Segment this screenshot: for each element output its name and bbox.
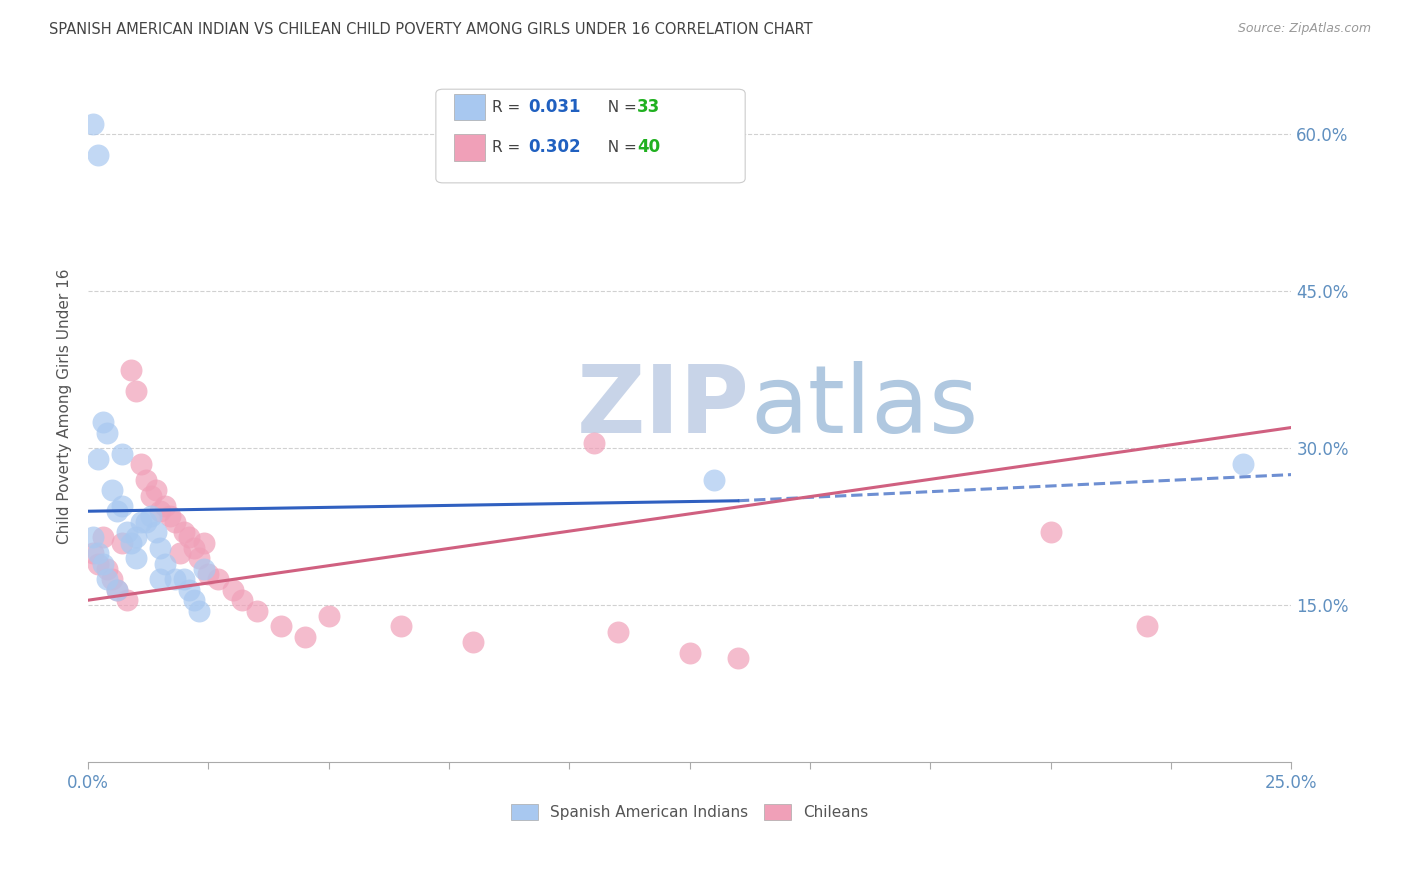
Point [159, 509, 181, 524]
Text: ZIP: ZIP [576, 360, 749, 452]
Point [163, 572, 186, 586]
Point [727, 650, 749, 665]
Point [679, 646, 702, 660]
Point [231, 593, 253, 607]
Point [82, 546, 104, 560]
Point [173, 572, 195, 586]
Point [91, 530, 114, 544]
Point [115, 525, 138, 540]
Point [135, 515, 157, 529]
Point [87, 148, 110, 162]
Point [606, 624, 628, 639]
Point [145, 483, 167, 498]
Point [169, 546, 191, 560]
Point [183, 541, 205, 555]
Point [96, 572, 118, 586]
Point [294, 630, 316, 644]
Text: SPANISH AMERICAN INDIAN VS CHILEAN CHILD POVERTY AMONG GIRLS UNDER 16 CORRELATIO: SPANISH AMERICAN INDIAN VS CHILEAN CHILD… [49, 22, 813, 37]
Point [115, 593, 138, 607]
Point [129, 457, 152, 471]
Point [82, 530, 104, 544]
Point [153, 499, 176, 513]
Text: atlas: atlas [749, 360, 979, 452]
Text: 40: 40 [637, 138, 659, 156]
Point [221, 582, 243, 597]
Point [1136, 619, 1159, 633]
Text: 33: 33 [637, 98, 661, 116]
Text: N =: N = [598, 140, 641, 154]
Point [111, 499, 134, 513]
Point [389, 619, 412, 633]
Point [82, 117, 104, 131]
Point [121, 363, 143, 377]
Point [145, 525, 167, 540]
Point [149, 541, 172, 555]
Point [149, 572, 172, 586]
Point [135, 473, 157, 487]
Text: R =: R = [492, 140, 526, 154]
Point [173, 525, 195, 540]
Point [101, 483, 124, 498]
Point [121, 535, 143, 549]
Point [105, 582, 128, 597]
Point [153, 557, 176, 571]
Point [197, 567, 219, 582]
Text: N =: N = [598, 100, 641, 114]
Point [87, 557, 110, 571]
Point [149, 504, 172, 518]
Point [111, 447, 134, 461]
Point [125, 530, 148, 544]
Point [193, 535, 215, 549]
Point [318, 608, 340, 623]
Point [179, 530, 201, 544]
Point [163, 515, 186, 529]
Point [1039, 525, 1062, 540]
Text: Source: ZipAtlas.com: Source: ZipAtlas.com [1237, 22, 1371, 36]
Legend: Spanish American Indians, Chileans: Spanish American Indians, Chileans [505, 797, 875, 826]
Point [1232, 457, 1254, 471]
Point [582, 436, 605, 450]
Text: 0.031: 0.031 [529, 98, 581, 116]
Point [463, 635, 485, 649]
Point [207, 572, 229, 586]
Point [96, 425, 118, 440]
Point [179, 582, 201, 597]
Point [125, 384, 148, 398]
Point [125, 551, 148, 566]
Point [101, 572, 124, 586]
Point [129, 515, 152, 529]
Point [91, 415, 114, 429]
Point [111, 535, 134, 549]
Point [246, 604, 269, 618]
Point [96, 562, 118, 576]
Point [193, 562, 215, 576]
Point [87, 546, 110, 560]
Point [87, 451, 110, 466]
Text: 0.302: 0.302 [529, 138, 581, 156]
Point [139, 509, 162, 524]
Point [105, 582, 128, 597]
Point [105, 504, 128, 518]
Point [139, 489, 162, 503]
Text: R =: R = [492, 100, 526, 114]
Point [270, 619, 292, 633]
Point [187, 604, 209, 618]
Point [91, 557, 114, 571]
Point [703, 473, 725, 487]
Y-axis label: Child Poverty Among Girls Under 16: Child Poverty Among Girls Under 16 [58, 268, 72, 544]
Point [187, 551, 209, 566]
Point [183, 593, 205, 607]
